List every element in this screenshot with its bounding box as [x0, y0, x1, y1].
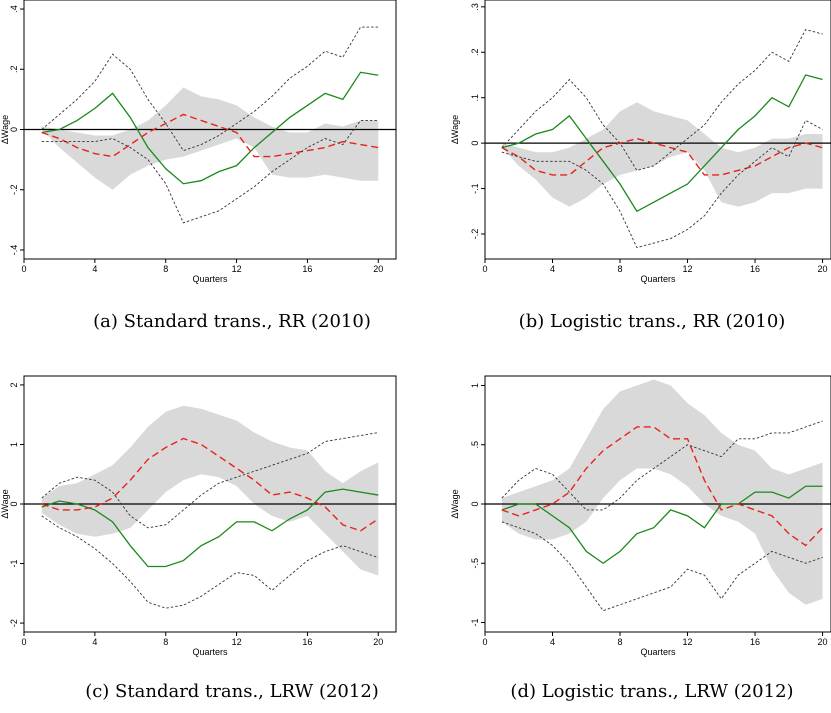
series-dotted-lower	[501, 119, 823, 249]
x-tick-label: 0	[482, 264, 487, 274]
series-dotted-upper	[41, 432, 379, 529]
plot-frame	[484, 0, 831, 260]
panel-caption: (d) Logistic trans., LRW (2012)	[510, 681, 793, 702]
confidence-band	[501, 379, 823, 605]
series-dashed-red	[41, 437, 379, 532]
x-tick-label: 8	[618, 637, 623, 647]
x-tick-label: 12	[683, 264, 693, 274]
plot-area	[24, 26, 396, 224]
y-tick-label: -.5	[470, 558, 480, 569]
y-axis-title: ΔWage	[0, 489, 10, 518]
x-tick-label: 20	[818, 264, 828, 274]
series-solid-green	[41, 71, 379, 185]
y-tick-label: -1	[470, 619, 480, 627]
series-dotted-upper	[41, 26, 379, 152]
chart-panel-a: 0 4 8 12 16 20 -.4 -.2 0 .2 .4 Quarters ΔWage (a) Sta…	[0, 0, 397, 332]
x-tick-label: 4	[550, 264, 555, 274]
x-axis-title: Quarters	[640, 274, 676, 284]
x-tick-label: 20	[373, 637, 383, 647]
series-dotted-lower	[501, 521, 823, 612]
y-tick-label: 0	[9, 127, 19, 132]
y-tick-label: 1	[470, 383, 480, 388]
y-tick-label: -1	[9, 560, 19, 568]
panel-caption: (c) Standard trans., LRW (2012)	[85, 681, 379, 702]
series-dashed-red	[41, 113, 379, 158]
series-solid-green	[501, 485, 823, 565]
y-tick-label: .1	[470, 94, 480, 102]
y-tick-label: -.2	[9, 184, 19, 195]
y-tick-label: -.2	[470, 229, 480, 240]
x-tick-label: 4	[92, 264, 97, 274]
y-tick-label: .5	[470, 441, 480, 449]
x-axis-title: Quarters	[192, 647, 228, 657]
y-axis-title: ΔWage	[450, 489, 460, 518]
y-axis-title: ΔWage	[0, 115, 10, 144]
x-tick-label: 16	[750, 637, 760, 647]
plot-area	[24, 405, 396, 609]
x-tick-label: 12	[683, 637, 693, 647]
y-tick-label: .3	[470, 3, 480, 11]
y-tick-label: 0	[9, 501, 19, 506]
series-solid-green	[501, 74, 823, 213]
x-tick-label: 16	[750, 264, 760, 274]
confidence-band	[41, 405, 379, 576]
x-tick-label: 20	[818, 637, 828, 647]
series-dotted-upper	[501, 29, 823, 171]
y-tick-label: 0	[470, 141, 480, 146]
panel-caption: (a) Standard trans., RR (2010)	[93, 311, 371, 332]
x-tick-label: 8	[163, 264, 168, 274]
y-tick-label: 0	[470, 501, 480, 506]
y-tick-label: .2	[470, 48, 480, 56]
y-tick-label: .4	[9, 5, 19, 13]
x-tick-label: 16	[302, 637, 312, 647]
x-tick-label: 0	[21, 264, 26, 274]
y-tick-label: 2	[9, 382, 19, 387]
plot-area	[485, 379, 831, 612]
x-axis-title: Quarters	[640, 647, 676, 657]
series-dashed-red	[501, 426, 824, 547]
series-dashed-red	[501, 137, 823, 176]
y-tick-label: 1	[9, 442, 19, 447]
x-tick-label: 0	[21, 637, 26, 647]
series-solid-green	[41, 488, 379, 568]
x-tick-label: 8	[163, 637, 168, 647]
x-tick-label: 16	[302, 264, 312, 274]
x-tick-label: 4	[92, 637, 97, 647]
x-tick-label: 12	[232, 264, 242, 274]
x-tick-label: 12	[232, 637, 242, 647]
y-tick-label: -2	[9, 619, 19, 627]
confidence-band	[501, 102, 823, 207]
x-tick-label: 20	[373, 264, 383, 274]
chart-panel-b: 0 4 8 12 16 20 -.2 -.1 0 .1 .2 .3 Quarters ΔWage (b) L…	[450, 0, 831, 332]
plot-area	[485, 29, 831, 249]
y-tick-label: -.4	[9, 245, 19, 256]
series-dotted-lower	[41, 120, 379, 224]
chart-panel-d: 0 4 8 12 16 20 -1 -.5 0 .5 1 Quarters ΔWage (d) Logis…	[450, 375, 831, 702]
x-axis-title: Quarters	[192, 274, 228, 284]
x-tick-label: 0	[482, 637, 487, 647]
confidence-band	[41, 87, 379, 190]
x-tick-label: 8	[618, 264, 623, 274]
x-tick-label: 4	[550, 637, 555, 647]
panel-caption: (b) Logistic trans., RR (2010)	[519, 311, 786, 332]
y-axis-title: ΔWage	[450, 115, 460, 144]
y-tick-label: -.1	[470, 183, 480, 194]
y-tick-label: .2	[9, 66, 19, 74]
